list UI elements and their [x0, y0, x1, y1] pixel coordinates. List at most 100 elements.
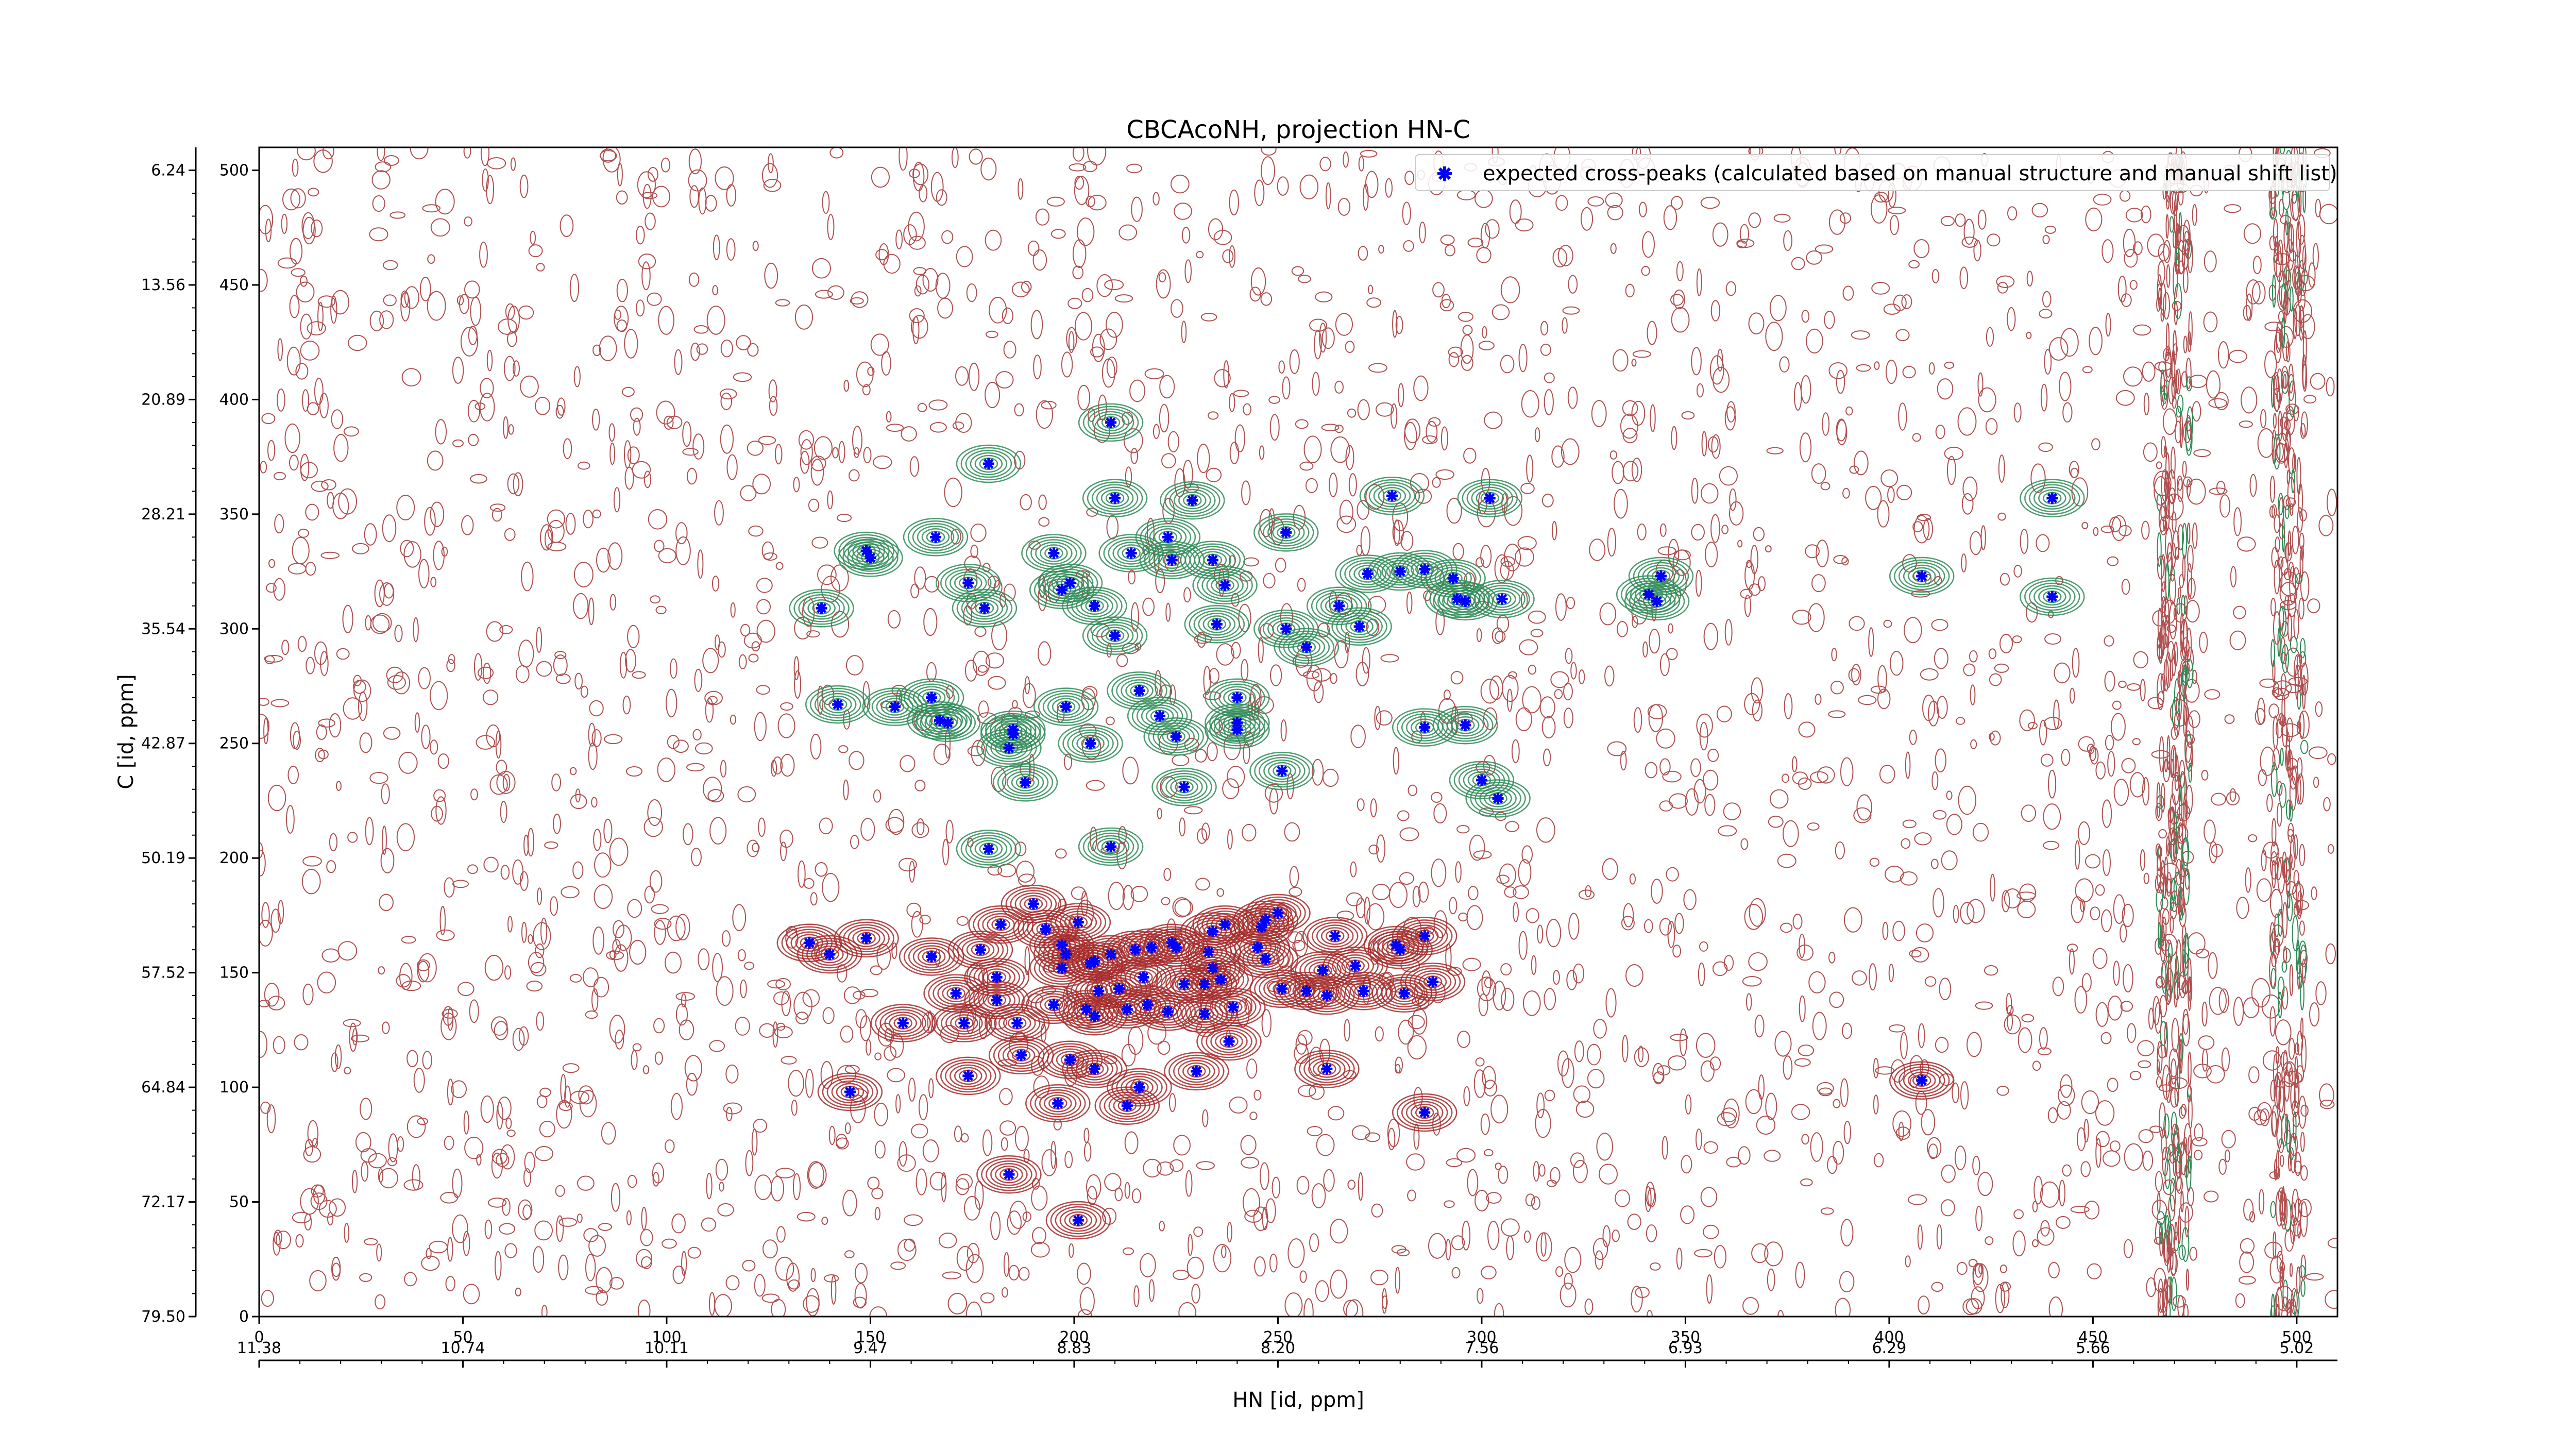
noise-contour — [277, 338, 283, 361]
plot-area — [259, 147, 2337, 1317]
noise-contour — [609, 1277, 624, 1290]
noise-contour — [627, 899, 642, 918]
noise-contour — [2243, 223, 2261, 244]
noise-contour — [2290, 286, 2294, 312]
noise-contour — [822, 873, 840, 902]
noise-contour — [2113, 779, 2129, 806]
cross-peak-marker — [1170, 941, 1182, 953]
noise-contour — [693, 325, 709, 334]
noise-contour — [720, 760, 727, 778]
noise-contour — [1748, 952, 1768, 971]
noise-contour — [1395, 1064, 1401, 1074]
noise-contour — [776, 1226, 786, 1243]
noise-contour — [910, 315, 928, 339]
noise-contour — [1840, 1078, 1849, 1107]
cross-peak-marker — [1199, 1008, 1211, 1020]
noise-contour — [1835, 1298, 1851, 1317]
noise-contour — [1691, 524, 1705, 541]
noise-contour — [2129, 280, 2138, 290]
noise-contour — [297, 636, 307, 652]
noise-contour — [821, 1217, 828, 1225]
noise-contour — [1936, 696, 1948, 719]
noise-contour — [2107, 1077, 2119, 1092]
noise-contour — [281, 213, 288, 234]
noise-contour — [763, 552, 777, 561]
noise-contour — [2274, 514, 2280, 533]
noise-contour — [2087, 744, 2095, 754]
noise-contour — [770, 1176, 785, 1202]
cross-peak-marker — [1231, 717, 1243, 729]
noise-contour — [703, 777, 722, 801]
noise-contour — [1635, 1287, 1650, 1298]
noise-contour — [2142, 777, 2149, 806]
noise-contour — [1560, 1283, 1577, 1308]
noise-contour — [1811, 574, 1826, 593]
noise-contour — [1009, 1201, 1027, 1229]
noise-contour — [1999, 1282, 2011, 1292]
noise-contour — [1909, 730, 1917, 745]
noise-contour — [515, 1287, 521, 1296]
noise-contour — [2260, 1108, 2270, 1126]
noise-contour — [496, 760, 507, 775]
noise-contour — [1742, 1297, 1759, 1315]
noise-contour — [912, 161, 925, 192]
noise-contour — [621, 386, 635, 397]
noise-contour — [1229, 189, 1239, 216]
noise-contour — [306, 656, 315, 675]
noise-contour — [1258, 637, 1264, 664]
noise-contour — [1793, 382, 1802, 411]
noise-contour — [305, 503, 319, 521]
noise-contour — [2285, 403, 2299, 415]
noise-contour — [2036, 534, 2050, 552]
noise-contour — [2166, 322, 2170, 357]
noise-contour — [609, 950, 617, 959]
noise-contour — [856, 361, 874, 387]
noise-contour — [1030, 1242, 1050, 1258]
noise-contour — [2156, 461, 2162, 469]
cross-peak-marker — [1138, 971, 1149, 983]
noise-contour — [1666, 867, 1679, 882]
noise-contour — [387, 675, 406, 690]
noise-contour — [1475, 1057, 1485, 1067]
noise-contour — [2187, 523, 2191, 545]
noise-contour — [888, 808, 905, 835]
noise-contour — [1397, 810, 1410, 821]
noise-contour — [715, 1158, 728, 1181]
noise-contour — [1229, 245, 1235, 268]
noise-contour — [1116, 654, 1128, 667]
noise-contour — [2291, 1288, 2298, 1315]
noise-contour — [2249, 1211, 2256, 1223]
noise-contour — [674, 349, 683, 375]
noise-contour — [1604, 665, 1615, 687]
noise-contour — [401, 980, 421, 991]
noise-contour — [1012, 700, 1018, 709]
noise-contour — [599, 150, 617, 162]
noise-contour — [889, 1033, 904, 1058]
noise-contour — [489, 774, 508, 795]
noise-contour — [1446, 1158, 1463, 1167]
noise-contour — [1631, 359, 1637, 367]
noise-contour — [1523, 990, 1541, 1016]
noise-contour — [427, 254, 435, 264]
noise-contour — [1418, 881, 1429, 903]
noise-contour — [1214, 369, 1231, 387]
noise-contour — [1402, 201, 1411, 225]
noise-contour — [1025, 710, 1040, 718]
noise-contour — [463, 1231, 470, 1256]
noise-contour — [302, 216, 316, 245]
noise-contour — [1671, 307, 1690, 333]
noise-contour — [506, 1130, 516, 1137]
noise-contour — [383, 155, 399, 166]
noise-contour — [2102, 799, 2112, 828]
noise-contour — [876, 943, 891, 970]
cross-peak-marker — [1260, 953, 1272, 965]
noise-contour — [480, 378, 494, 399]
noise-contour — [372, 613, 392, 633]
noise-contour — [1815, 244, 1834, 254]
noise-contour — [1607, 205, 1623, 221]
noise-contour — [647, 799, 663, 826]
noise-contour — [2004, 1014, 2021, 1035]
noise-contour — [2162, 1065, 2171, 1100]
noise-contour — [900, 755, 916, 772]
noise-contour — [585, 1286, 603, 1295]
